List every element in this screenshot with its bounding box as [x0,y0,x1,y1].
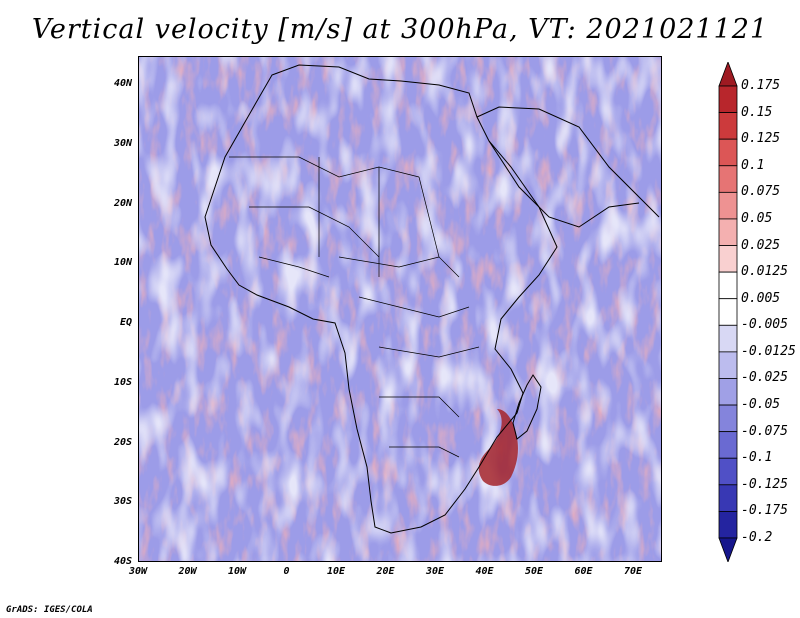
colorbar-label: -0.075 [741,423,788,439]
grads-credit: GrADS: IGES/COLA [6,605,93,615]
longitude-label: 20W [178,566,197,577]
longitude-label: 30W [128,566,148,577]
field-texture [139,57,661,561]
madagascar-coastline [512,374,542,440]
colorbar-swatch [718,298,738,326]
latitude-label: 10N [113,257,132,269]
latitude-label: 40N [113,78,132,89]
colorbar-label: 0.1 [741,157,765,173]
colorbar-swatch [718,138,738,167]
colorbar-swatch [718,245,738,273]
colorbar-swatch [718,484,738,512]
latitude-label: 30S [113,496,132,508]
mozambique-channel-updraft [478,409,518,486]
colorbar-swatch [718,404,738,433]
arabia-coastline [476,106,660,228]
colorbar-label: 0.05 [741,210,773,226]
colorbar-label: -0.005 [741,317,788,333]
longitude-label: 0 [283,566,290,577]
colorbar-label: 0.125 [741,131,781,147]
colorbar-label: -0.05 [741,397,781,413]
colorbar-swatch [718,165,738,193]
colorbar-label: -0.1 [741,450,773,466]
latitude-label: 10S [113,376,132,388]
colorbar-swatch [718,537,738,562]
longitude-label: 50E [524,566,544,577]
longitude-label: 10W [227,566,247,577]
africa-coastline [204,64,558,534]
colorbar-swatch [718,62,738,87]
longitude-label: 30E [425,566,445,577]
longitude-label: 60E [574,566,593,577]
colorbar [718,62,738,562]
longitude-label: 20E [376,566,395,577]
colorbar-label: -0.2 [741,530,773,545]
colorbar-label: 0.025 [741,237,781,253]
colorbar-swatch [718,351,738,379]
latitude-label: EQ [119,317,132,328]
colorbar-swatch [718,271,738,300]
colorbar-label: 0.075 [741,184,781,200]
longitude-label: 40E [475,566,494,577]
colorbar-label: -0.025 [741,370,788,386]
latitude-label: 30N [113,137,132,149]
map-panel [138,56,662,562]
colorbar-swatch [718,218,738,246]
colorbar-swatch [718,431,738,459]
colorbar-swatch [718,457,738,486]
latitude-label: 20S [113,436,132,448]
colorbar-swatch [718,112,738,140]
colorbar-swatch [718,191,738,220]
colorbar-label: 0.15 [741,104,773,120]
latitude-label: 20N [113,197,132,209]
vertical-velocity-field [139,57,661,561]
colorbar-label: -0.175 [741,503,788,519]
colorbar-label: 0.005 [741,290,781,306]
country-borders [229,156,480,458]
colorbar-swatch [718,85,738,113]
map-title: Vertical velocity [m/s] at 300hPa, VT: 2… [31,14,769,45]
longitude-label: 70E [623,566,643,577]
colorbar-label: -0.125 [741,476,788,492]
colorbar-label: -0.0125 [741,343,796,359]
colorbar-swatch [718,324,738,353]
latitude-label: 40S [113,556,132,567]
colorbar-swatch [718,511,738,539]
colorbar-swatch [718,378,738,406]
colorbar-label: 0.0125 [741,264,788,280]
colorbar-label: 0.175 [741,78,781,93]
longitude-label: 10E [326,566,346,577]
